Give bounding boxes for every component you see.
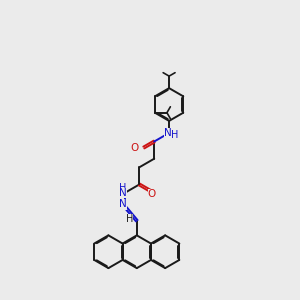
- Text: O: O: [148, 189, 156, 199]
- Text: N: N: [119, 188, 127, 198]
- Text: H: H: [119, 183, 127, 193]
- Text: N: N: [164, 128, 171, 138]
- Text: H: H: [171, 130, 178, 140]
- Text: O: O: [131, 142, 139, 152]
- Text: N: N: [119, 200, 127, 209]
- Text: H: H: [126, 214, 133, 224]
